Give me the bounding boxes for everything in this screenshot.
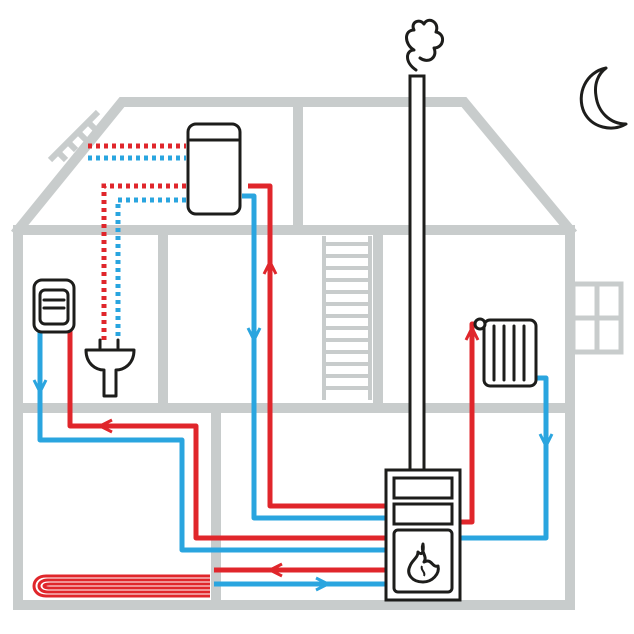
solar-circuit-dotted [88,143,186,340]
cold-water-pipes [37,193,549,587]
solar-panel-icon [47,109,101,163]
window-icon [570,281,624,355]
flow-arrows [32,258,554,592]
flame-icon [407,542,440,584]
outer-walls [13,225,575,610]
house-outline-icon [10,97,578,610]
staircase-icon [322,236,372,400]
moon-icon [579,66,628,130]
hot-water-tank-icon [186,122,242,216]
smoke-icon [405,18,444,72]
chimney-icon [408,74,426,474]
water-heater-icon [32,278,76,334]
radiator-icon [473,317,538,388]
washbasin-icon [84,338,136,398]
underfloor-heating-icon [32,574,210,598]
